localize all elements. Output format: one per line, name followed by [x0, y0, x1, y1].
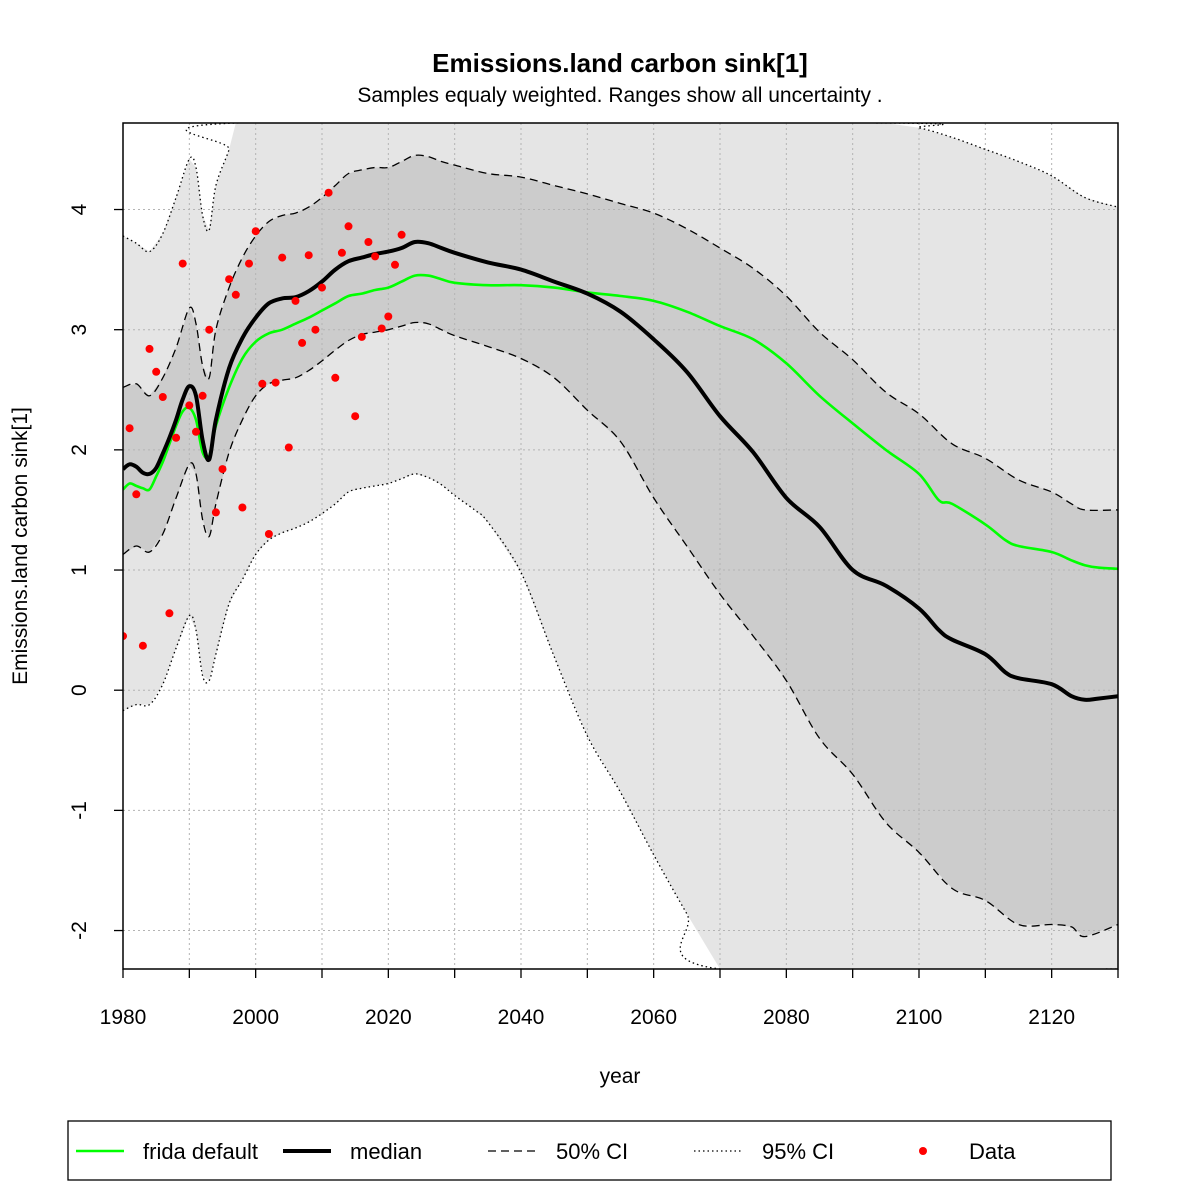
x-tick-label: 2060	[630, 1006, 677, 1029]
data-point	[178, 259, 187, 268]
data-point	[152, 367, 161, 376]
x-axis-label: year	[600, 1065, 641, 1088]
x-tick-label: 2020	[365, 1006, 412, 1029]
data-point	[384, 312, 393, 321]
legend-frida-label: frida default	[143, 1139, 258, 1164]
data-point	[337, 248, 346, 257]
plot-frame	[122, 122, 1119, 970]
legend-ci50-label: 50% CI	[556, 1139, 628, 1164]
data-point	[238, 503, 247, 512]
x-tick-label: 2040	[498, 1006, 545, 1029]
data-point	[377, 324, 386, 333]
legend-median-label: median	[350, 1139, 422, 1164]
legend: frida default median 50% CI 95% CI Data	[67, 1120, 1112, 1181]
x-tick-label: 2120	[1028, 1006, 1075, 1029]
frida-default-line	[123, 273, 1118, 571]
x-axis: 1980 2000 2020 2040 2060 2080 2100 2120	[100, 969, 1119, 1029]
data-point	[324, 188, 333, 197]
legend-box	[67, 1120, 1112, 1181]
data-point	[125, 424, 134, 433]
data-point	[205, 325, 214, 334]
data-point	[298, 338, 307, 347]
y-tick-label: -1	[68, 801, 91, 820]
data-point	[344, 222, 353, 231]
data-point	[397, 230, 406, 239]
ci95-upper-line	[123, 123, 1118, 253]
data-point	[264, 530, 273, 538]
data-point	[271, 378, 280, 387]
chart-subtitle: Samples equaly weighted. Ranges show all…	[357, 84, 882, 107]
ci50-upper-line	[123, 154, 1118, 512]
ci50-band	[123, 155, 1118, 937]
y-axis-label: Emissions.land carbon sink[1]	[9, 407, 32, 685]
y-tick-label: -2	[68, 921, 91, 940]
data-point	[158, 393, 167, 401]
ci50-lower-line	[123, 321, 1118, 938]
data-points	[123, 188, 406, 650]
data-point	[371, 252, 380, 261]
data-point	[311, 325, 320, 334]
data-point	[364, 238, 373, 246]
data-point	[225, 275, 234, 284]
x-tick-label: 1980	[100, 1006, 147, 1029]
plot-area	[123, 123, 1118, 969]
data-point	[138, 641, 147, 650]
x-tick-label: 2100	[896, 1006, 943, 1029]
data-point	[211, 508, 220, 517]
data-point	[145, 344, 154, 353]
ci95-lower-line	[123, 473, 1118, 969]
data-point	[132, 490, 141, 499]
data-point	[218, 465, 227, 474]
data-point	[284, 443, 293, 452]
data-point	[123, 632, 127, 641]
y-tick-label: 4	[68, 203, 91, 215]
x-tick-label: 2080	[763, 1006, 810, 1029]
data-point	[351, 412, 360, 421]
data-point	[318, 283, 326, 292]
chart-title: Emissions.land carbon sink[1]	[432, 48, 808, 78]
x-tick-label: 2000	[232, 1006, 279, 1029]
data-point	[198, 391, 207, 400]
data-point	[331, 373, 340, 382]
data-point	[231, 290, 240, 299]
data-point	[165, 609, 174, 618]
data-point	[291, 296, 300, 305]
y-tick-label: 1	[68, 564, 91, 576]
y-axis: -2 -1 0 1 2 3 4	[68, 203, 123, 940]
median-line	[123, 239, 1118, 702]
y-tick-label: 2	[68, 444, 91, 456]
data-point	[304, 251, 313, 260]
data-point	[185, 401, 194, 410]
legend-data-swatch	[919, 1147, 927, 1155]
data-point	[192, 427, 200, 436]
data-point	[245, 259, 253, 268]
data-point	[357, 332, 366, 341]
data-point	[391, 260, 399, 269]
legend-ci95-label: 95% CI	[762, 1139, 834, 1164]
data-point	[251, 227, 260, 236]
data-point	[258, 379, 267, 388]
y-tick-label: 0	[68, 684, 91, 696]
legend-data-label: Data	[969, 1139, 1016, 1164]
y-tick-label: 3	[68, 324, 91, 336]
data-point	[172, 433, 181, 442]
data-point	[278, 253, 287, 262]
